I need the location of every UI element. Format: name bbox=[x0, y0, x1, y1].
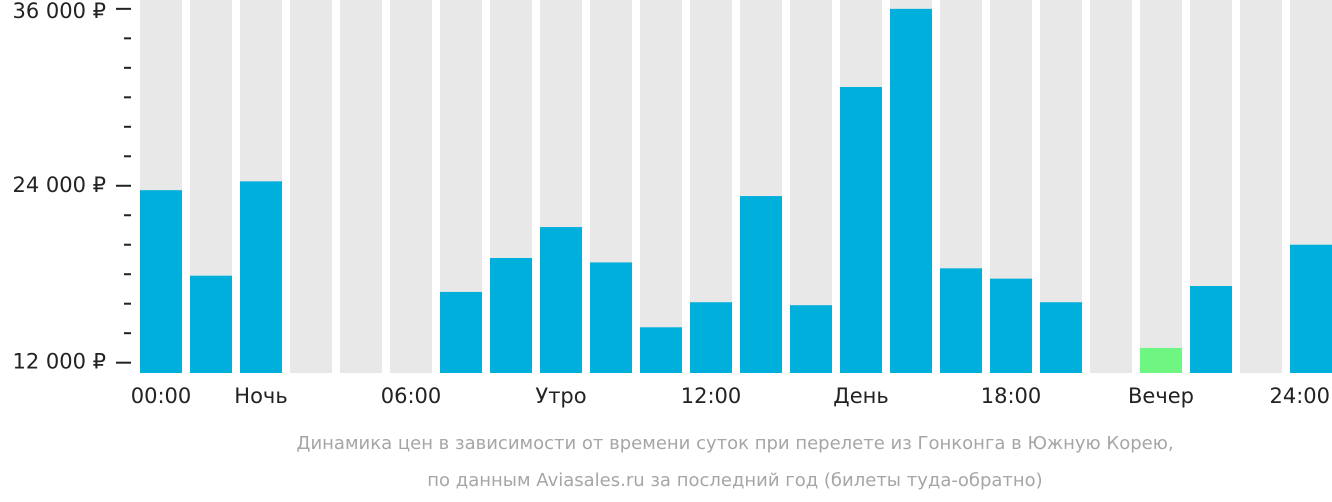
bar bbox=[190, 275, 232, 373]
bar bbox=[940, 268, 982, 373]
bar-background bbox=[640, 0, 682, 373]
x-tick-label: 12:00 bbox=[681, 384, 742, 408]
bar bbox=[690, 302, 732, 373]
bar-background bbox=[1090, 0, 1132, 373]
x-tick-label: Утро bbox=[535, 384, 586, 408]
bar bbox=[640, 327, 682, 373]
y-tick-label: 36 000 ₽ bbox=[12, 0, 106, 23]
bar bbox=[890, 8, 932, 373]
bar bbox=[1040, 302, 1082, 373]
bar-background bbox=[1240, 0, 1282, 373]
bar-background bbox=[390, 0, 432, 373]
x-tick-label: Вечер bbox=[1128, 384, 1194, 408]
bar bbox=[240, 181, 282, 373]
caption-line: Динамика цен в зависимости от времени су… bbox=[296, 433, 1173, 454]
bar bbox=[440, 291, 482, 373]
bar bbox=[140, 190, 182, 373]
bar bbox=[740, 196, 782, 373]
bar bbox=[490, 258, 532, 373]
bar bbox=[1290, 244, 1332, 373]
bar-background bbox=[1140, 0, 1182, 373]
x-tick-label: 24:00 bbox=[1269, 384, 1330, 408]
bar bbox=[590, 262, 632, 373]
bar bbox=[990, 278, 1032, 373]
bar bbox=[540, 227, 582, 373]
bar bbox=[1140, 347, 1182, 373]
x-tick-label: День bbox=[833, 384, 888, 408]
y-tick-label: 24 000 ₽ bbox=[12, 173, 106, 197]
x-tick-label: 00:00 bbox=[131, 384, 192, 408]
bar-background bbox=[340, 0, 382, 373]
bar bbox=[790, 305, 832, 373]
x-tick-label: Ночь bbox=[234, 384, 287, 408]
y-tick-label: 12 000 ₽ bbox=[12, 350, 106, 374]
bar bbox=[1190, 286, 1232, 373]
bar bbox=[840, 86, 882, 373]
bar-background bbox=[290, 0, 332, 373]
x-tick-label: 18:00 bbox=[981, 384, 1042, 408]
x-tick-label: 06:00 bbox=[381, 384, 442, 408]
caption-line: по данным Aviasales.ru за последний год … bbox=[427, 470, 1042, 491]
